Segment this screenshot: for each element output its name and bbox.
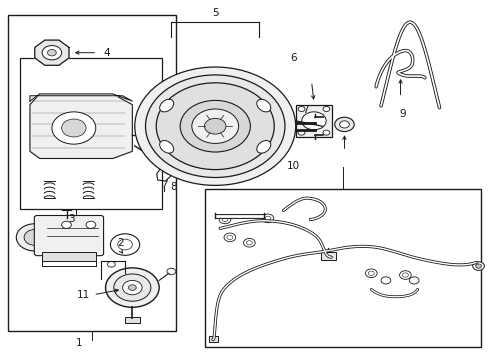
Circle shape	[135, 67, 295, 185]
Circle shape	[61, 119, 86, 137]
Circle shape	[472, 262, 484, 270]
Circle shape	[298, 107, 305, 112]
Text: 1: 1	[75, 338, 82, 348]
Circle shape	[86, 221, 96, 228]
Ellipse shape	[256, 140, 270, 153]
Circle shape	[128, 285, 136, 291]
Circle shape	[160, 152, 182, 168]
Bar	[209, 336, 218, 342]
Text: 4: 4	[103, 48, 110, 58]
Text: 2: 2	[117, 238, 123, 248]
Circle shape	[52, 112, 96, 144]
Polygon shape	[30, 94, 132, 101]
Bar	[295, 105, 331, 137]
Circle shape	[204, 118, 225, 134]
Circle shape	[24, 229, 45, 245]
Circle shape	[42, 45, 61, 60]
Circle shape	[323, 130, 329, 135]
FancyBboxPatch shape	[34, 216, 103, 256]
Ellipse shape	[159, 99, 173, 112]
Text: 5: 5	[211, 8, 218, 18]
Circle shape	[180, 100, 250, 152]
Circle shape	[16, 224, 53, 251]
Circle shape	[114, 274, 151, 301]
Circle shape	[323, 107, 329, 112]
Bar	[20, 58, 161, 209]
Bar	[205, 189, 480, 347]
Bar	[42, 252, 96, 261]
Bar	[125, 318, 140, 323]
Circle shape	[339, 121, 348, 128]
Text: 10: 10	[286, 161, 299, 171]
Text: 6: 6	[289, 53, 296, 63]
Ellipse shape	[159, 140, 173, 153]
Circle shape	[61, 221, 71, 228]
Text: 3: 3	[68, 215, 75, 224]
Text: 8: 8	[170, 182, 177, 192]
Circle shape	[145, 75, 285, 177]
Circle shape	[107, 261, 115, 267]
Circle shape	[47, 49, 56, 56]
Circle shape	[301, 112, 325, 130]
Circle shape	[166, 268, 175, 275]
Polygon shape	[30, 94, 132, 158]
Circle shape	[191, 109, 238, 143]
Circle shape	[475, 264, 481, 268]
Circle shape	[298, 130, 305, 135]
Text: 11: 11	[77, 290, 90, 300]
Bar	[321, 252, 335, 260]
Circle shape	[334, 117, 353, 132]
Circle shape	[156, 83, 274, 170]
Circle shape	[105, 268, 159, 307]
Bar	[8, 15, 176, 330]
Polygon shape	[35, 40, 69, 65]
Text: 9: 9	[399, 109, 406, 119]
Ellipse shape	[256, 99, 270, 112]
Text: 7: 7	[302, 105, 308, 115]
Circle shape	[122, 280, 142, 295]
Circle shape	[166, 157, 176, 164]
Circle shape	[143, 131, 155, 139]
